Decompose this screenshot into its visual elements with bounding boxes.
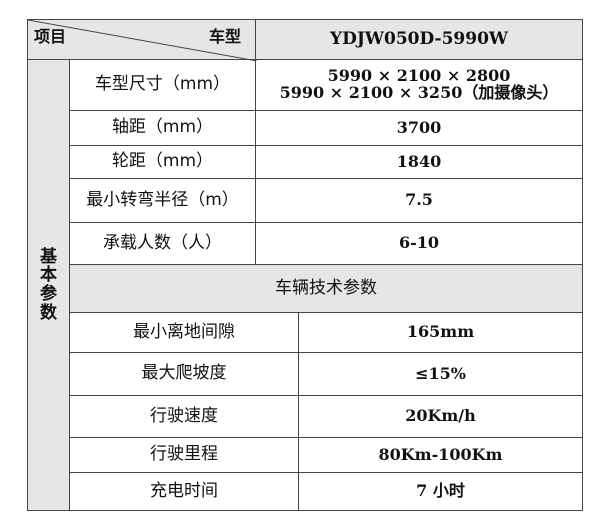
section-title: 车辆技术参数 — [69, 264, 583, 313]
row-value: 1840 — [255, 145, 583, 179]
diagonal-divider — [28, 20, 257, 61]
row-value: 3700 — [255, 110, 583, 146]
row-label: 充电时间 — [69, 472, 299, 511]
row-value: 165mm — [298, 312, 583, 353]
row-label: 最小转弯半径（m） — [69, 178, 256, 223]
row-value: 5990 × 2100 × 2800 5990 × 2100 × 3250（加摄… — [255, 59, 583, 111]
row-label: 最大爬坡度 — [69, 352, 299, 396]
row-value: ≤15% — [298, 352, 583, 396]
model-label: 车型 — [208, 27, 241, 46]
row-label: 最小离地间隙 — [69, 312, 299, 353]
row-value: 20Km/h — [298, 395, 583, 438]
dimension-value: 5990 × 2100 × 3250（加摄像头） — [279, 83, 559, 102]
row-label: 轴距（mm） — [69, 110, 256, 146]
row-value: 6-10 — [255, 222, 583, 265]
model-value: YDJW050D-5990W — [329, 28, 509, 49]
row-value: 7.5 — [255, 178, 583, 223]
row-value: 7 小时 — [298, 472, 583, 511]
row-value: 80Km-100Km — [298, 437, 583, 473]
row-label: 行驶速度 — [69, 395, 299, 438]
row-label: 承载人数（人） — [69, 222, 256, 265]
group-char: 数 — [40, 302, 57, 323]
header-corner-cell: 项目 车型 — [27, 19, 257, 61]
group-char: 参 — [40, 284, 57, 304]
item-label: 项目 — [34, 27, 67, 46]
group-char: 本 — [40, 265, 57, 286]
dimension-value: 5990 × 2100 × 2800 — [327, 66, 511, 86]
model-value-cell: YDJW050D-5990W — [255, 19, 583, 60]
row-label: 轮距（mm） — [69, 145, 256, 179]
group-char: 基 — [40, 246, 57, 267]
group-label-cell: 基 本 参 数 — [27, 59, 70, 511]
row-label: 车型尺寸（mm） — [69, 59, 256, 111]
row-label: 行驶里程 — [69, 437, 299, 473]
